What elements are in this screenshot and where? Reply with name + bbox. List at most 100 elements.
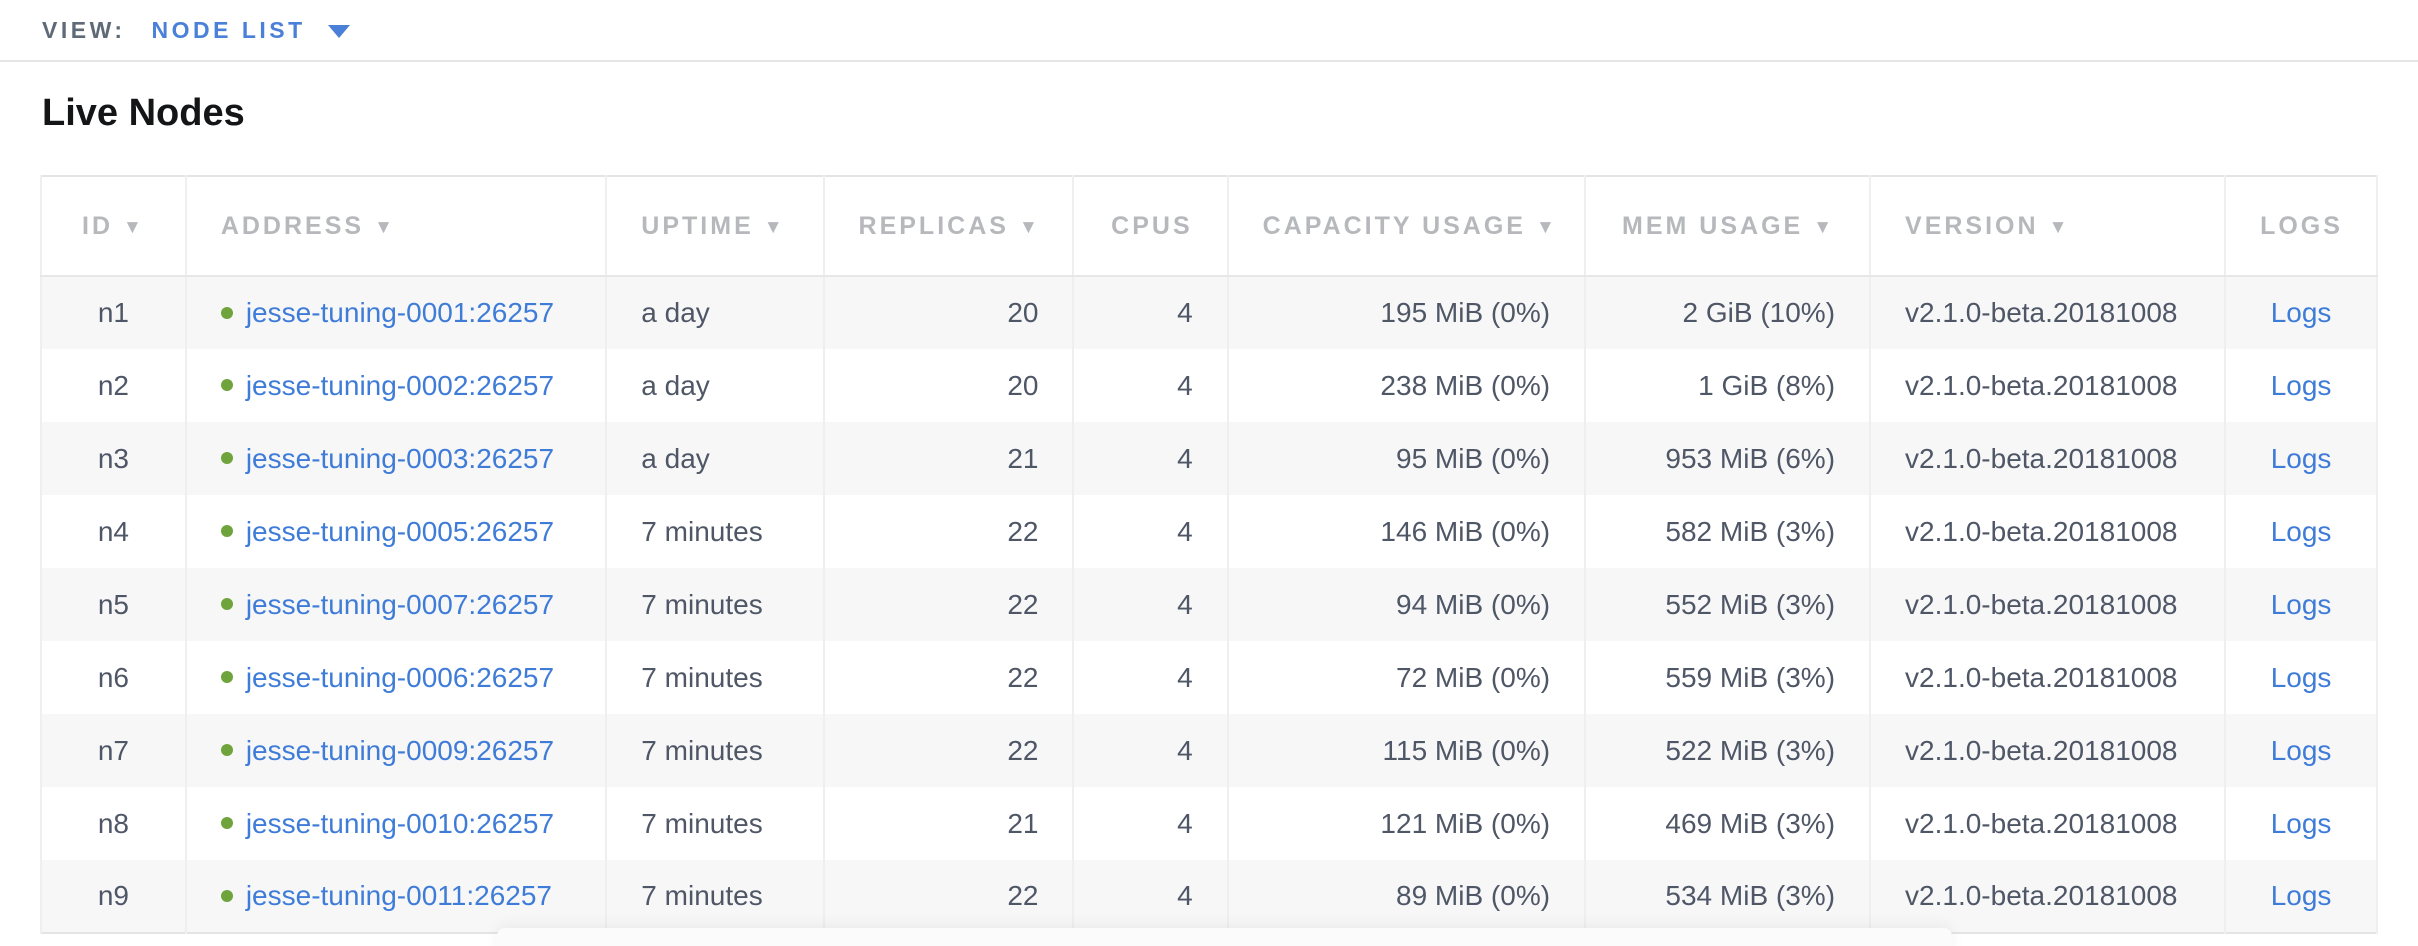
node-address-link[interactable]: jesse-tuning-0007:26257 [245,588,555,620]
column-header-mem[interactable]: Mem Usage ▼ [1584,176,1872,277]
node-logs-link[interactable]: Logs [2270,807,2332,839]
cell-cpus: 4 [1072,422,1229,495]
node-address-link[interactable]: jesse-tuning-0011:26257 [245,880,552,911]
cell-version: v2.1.0-beta.20181008 [1869,495,2227,568]
cell-mem: 559 MiB (3%) [1584,641,1872,714]
cell-cpus: 4 [1072,276,1229,349]
cell-mem: 582 MiB (3%) [1584,495,1872,568]
table-body: n1 jesse-tuning-0001:26257 a day 20 4 195 MiB… [40,276,2378,933]
column-header-id[interactable]: ID ▼ [40,176,187,277]
cell-id: n8 [40,787,187,860]
column-header-address[interactable]: Address ▼ [184,176,608,277]
node-logs-link[interactable]: Logs [2270,442,2332,474]
cell-replicas: 20 [822,349,1075,422]
cell-address: jesse-tuning-0011:26257 [184,860,608,933]
table-row: n2 jesse-tuning-0002:26257 a day 20 4 238 MiB… [40,349,2378,422]
column-header-label: Version [1905,211,2039,240]
view-selector-dropdown[interactable]: NODE LIST [152,17,350,44]
column-header-capacity[interactable]: Capacity Usage ▼ [1226,176,1587,277]
node-healthy-dot-icon [220,379,233,392]
cell-uptime: 7 minutes [605,641,825,714]
live-nodes-table-container: ID ▼ Address ▼ Uptime ▼ Replicas ▼ CPUs Capacity … [40,175,2378,934]
sort-arrow-icon: ▼ [1018,216,1041,238]
cell-mem: 1 GiB (8%) [1584,349,1872,422]
cell-uptime: 7 minutes [605,568,825,641]
node-address-link[interactable]: jesse-tuning-0010:26257 [245,807,555,839]
column-header-uptime[interactable]: Uptime ▼ [605,176,825,277]
cell-address: jesse-tuning-0009:26257 [184,714,608,787]
cell-capacity: 146 MiB (0%) [1226,495,1587,568]
column-header-label: Uptime [641,211,754,240]
cell-replicas: 21 [822,422,1075,495]
cell-uptime: 7 minutes [605,714,825,787]
cell-logs: Logs [2224,714,2378,787]
cell-id: n4 [40,495,187,568]
cell-uptime: a day [605,422,825,495]
cell-address: jesse-tuning-0005:26257 [184,495,608,568]
cell-version: v2.1.0-beta.20181008 [1869,349,2227,422]
cell-mem: 469 MiB (3%) [1584,787,1872,860]
cell-uptime: 7 minutes [605,495,825,568]
column-header-logs: Logs [2224,176,2378,277]
view-label: VIEW: [42,16,126,43]
cell-replicas: 22 [822,495,1075,568]
column-header-label: Replicas [858,211,1009,240]
live-nodes-table: ID ▼ Address ▼ Uptime ▼ Replicas ▼ CPUs Capacity … [40,175,2378,934]
cell-id: n2 [40,349,187,422]
column-header-replicas[interactable]: Replicas ▼ [822,176,1075,277]
cell-logs: Logs [2224,422,2378,495]
cell-address: jesse-tuning-0002:26257 [184,349,608,422]
cell-id: n7 [40,714,187,787]
cell-cpus: 4 [1072,641,1229,714]
cell-uptime: a day [605,276,825,349]
node-logs-link[interactable]: Logs [2270,297,2332,328]
column-header-label: Logs [2260,211,2343,240]
cell-capacity: 115 MiB (0%) [1226,714,1587,787]
cell-id: n3 [40,422,187,495]
table-row: n7 jesse-tuning-0009:26257 7 minutes 22 4 115… [40,714,2378,787]
cell-id: n5 [40,568,187,641]
cell-address: jesse-tuning-0007:26257 [184,568,608,641]
cell-version: v2.1.0-beta.20181008 [1869,787,2227,860]
node-healthy-dot-icon [220,744,233,757]
cell-id: n1 [40,276,187,349]
cell-version: v2.1.0-beta.20181008 [1869,568,2227,641]
cell-capacity: 94 MiB (0%) [1226,568,1587,641]
table-row: n1 jesse-tuning-0001:26257 a day 20 4 195 MiB… [40,276,2378,349]
cell-logs: Logs [2224,641,2378,714]
node-address-link[interactable]: jesse-tuning-0005:26257 [245,515,555,547]
node-address-link[interactable]: jesse-tuning-0006:26257 [245,661,555,693]
node-logs-link[interactable]: Logs [2270,369,2332,401]
sort-arrow-icon: ▼ [2048,216,2071,238]
node-address-link[interactable]: jesse-tuning-0002:26257 [245,369,555,401]
sort-arrow-icon: ▼ [1813,216,1836,238]
column-header-label: ID [82,211,113,240]
column-header-label: Capacity Usage [1262,211,1526,240]
column-header-version[interactable]: Version ▼ [1869,176,2227,277]
cell-logs: Logs [2224,276,2378,349]
node-address-link[interactable]: jesse-tuning-0003:26257 [245,442,555,474]
node-healthy-dot-icon [220,525,233,538]
cell-mem: 552 MiB (3%) [1584,568,1872,641]
cell-capacity: 238 MiB (0%) [1226,349,1587,422]
cell-replicas: 21 [822,787,1075,860]
node-logs-link[interactable]: Logs [2270,734,2332,766]
node-healthy-dot-icon [220,598,233,611]
node-logs-link[interactable]: Logs [2270,588,2332,620]
node-healthy-dot-icon [220,889,233,902]
node-address-link[interactable]: jesse-tuning-0001:26257 [245,297,555,328]
node-logs-link[interactable]: Logs [2270,515,2332,547]
cell-capacity: 95 MiB (0%) [1226,422,1587,495]
cell-address: jesse-tuning-0010:26257 [184,787,608,860]
page-title: Live Nodes [42,92,245,134]
node-address-link[interactable]: jesse-tuning-0009:26257 [245,734,555,766]
node-logs-link[interactable]: Logs [2270,661,2332,693]
next-section-edge [497,928,1952,946]
cell-version: v2.1.0-beta.20181008 [1869,714,2227,787]
cell-capacity: 121 MiB (0%) [1226,787,1587,860]
node-logs-link[interactable]: Logs [2270,880,2332,911]
node-healthy-dot-icon [220,306,233,319]
cell-mem: 2 GiB (10%) [1584,276,1872,349]
column-header-label: Mem Usage [1622,211,1804,240]
table-header-row: ID ▼ Address ▼ Uptime ▼ Replicas ▼ CPUs Capacity … [40,176,2378,277]
